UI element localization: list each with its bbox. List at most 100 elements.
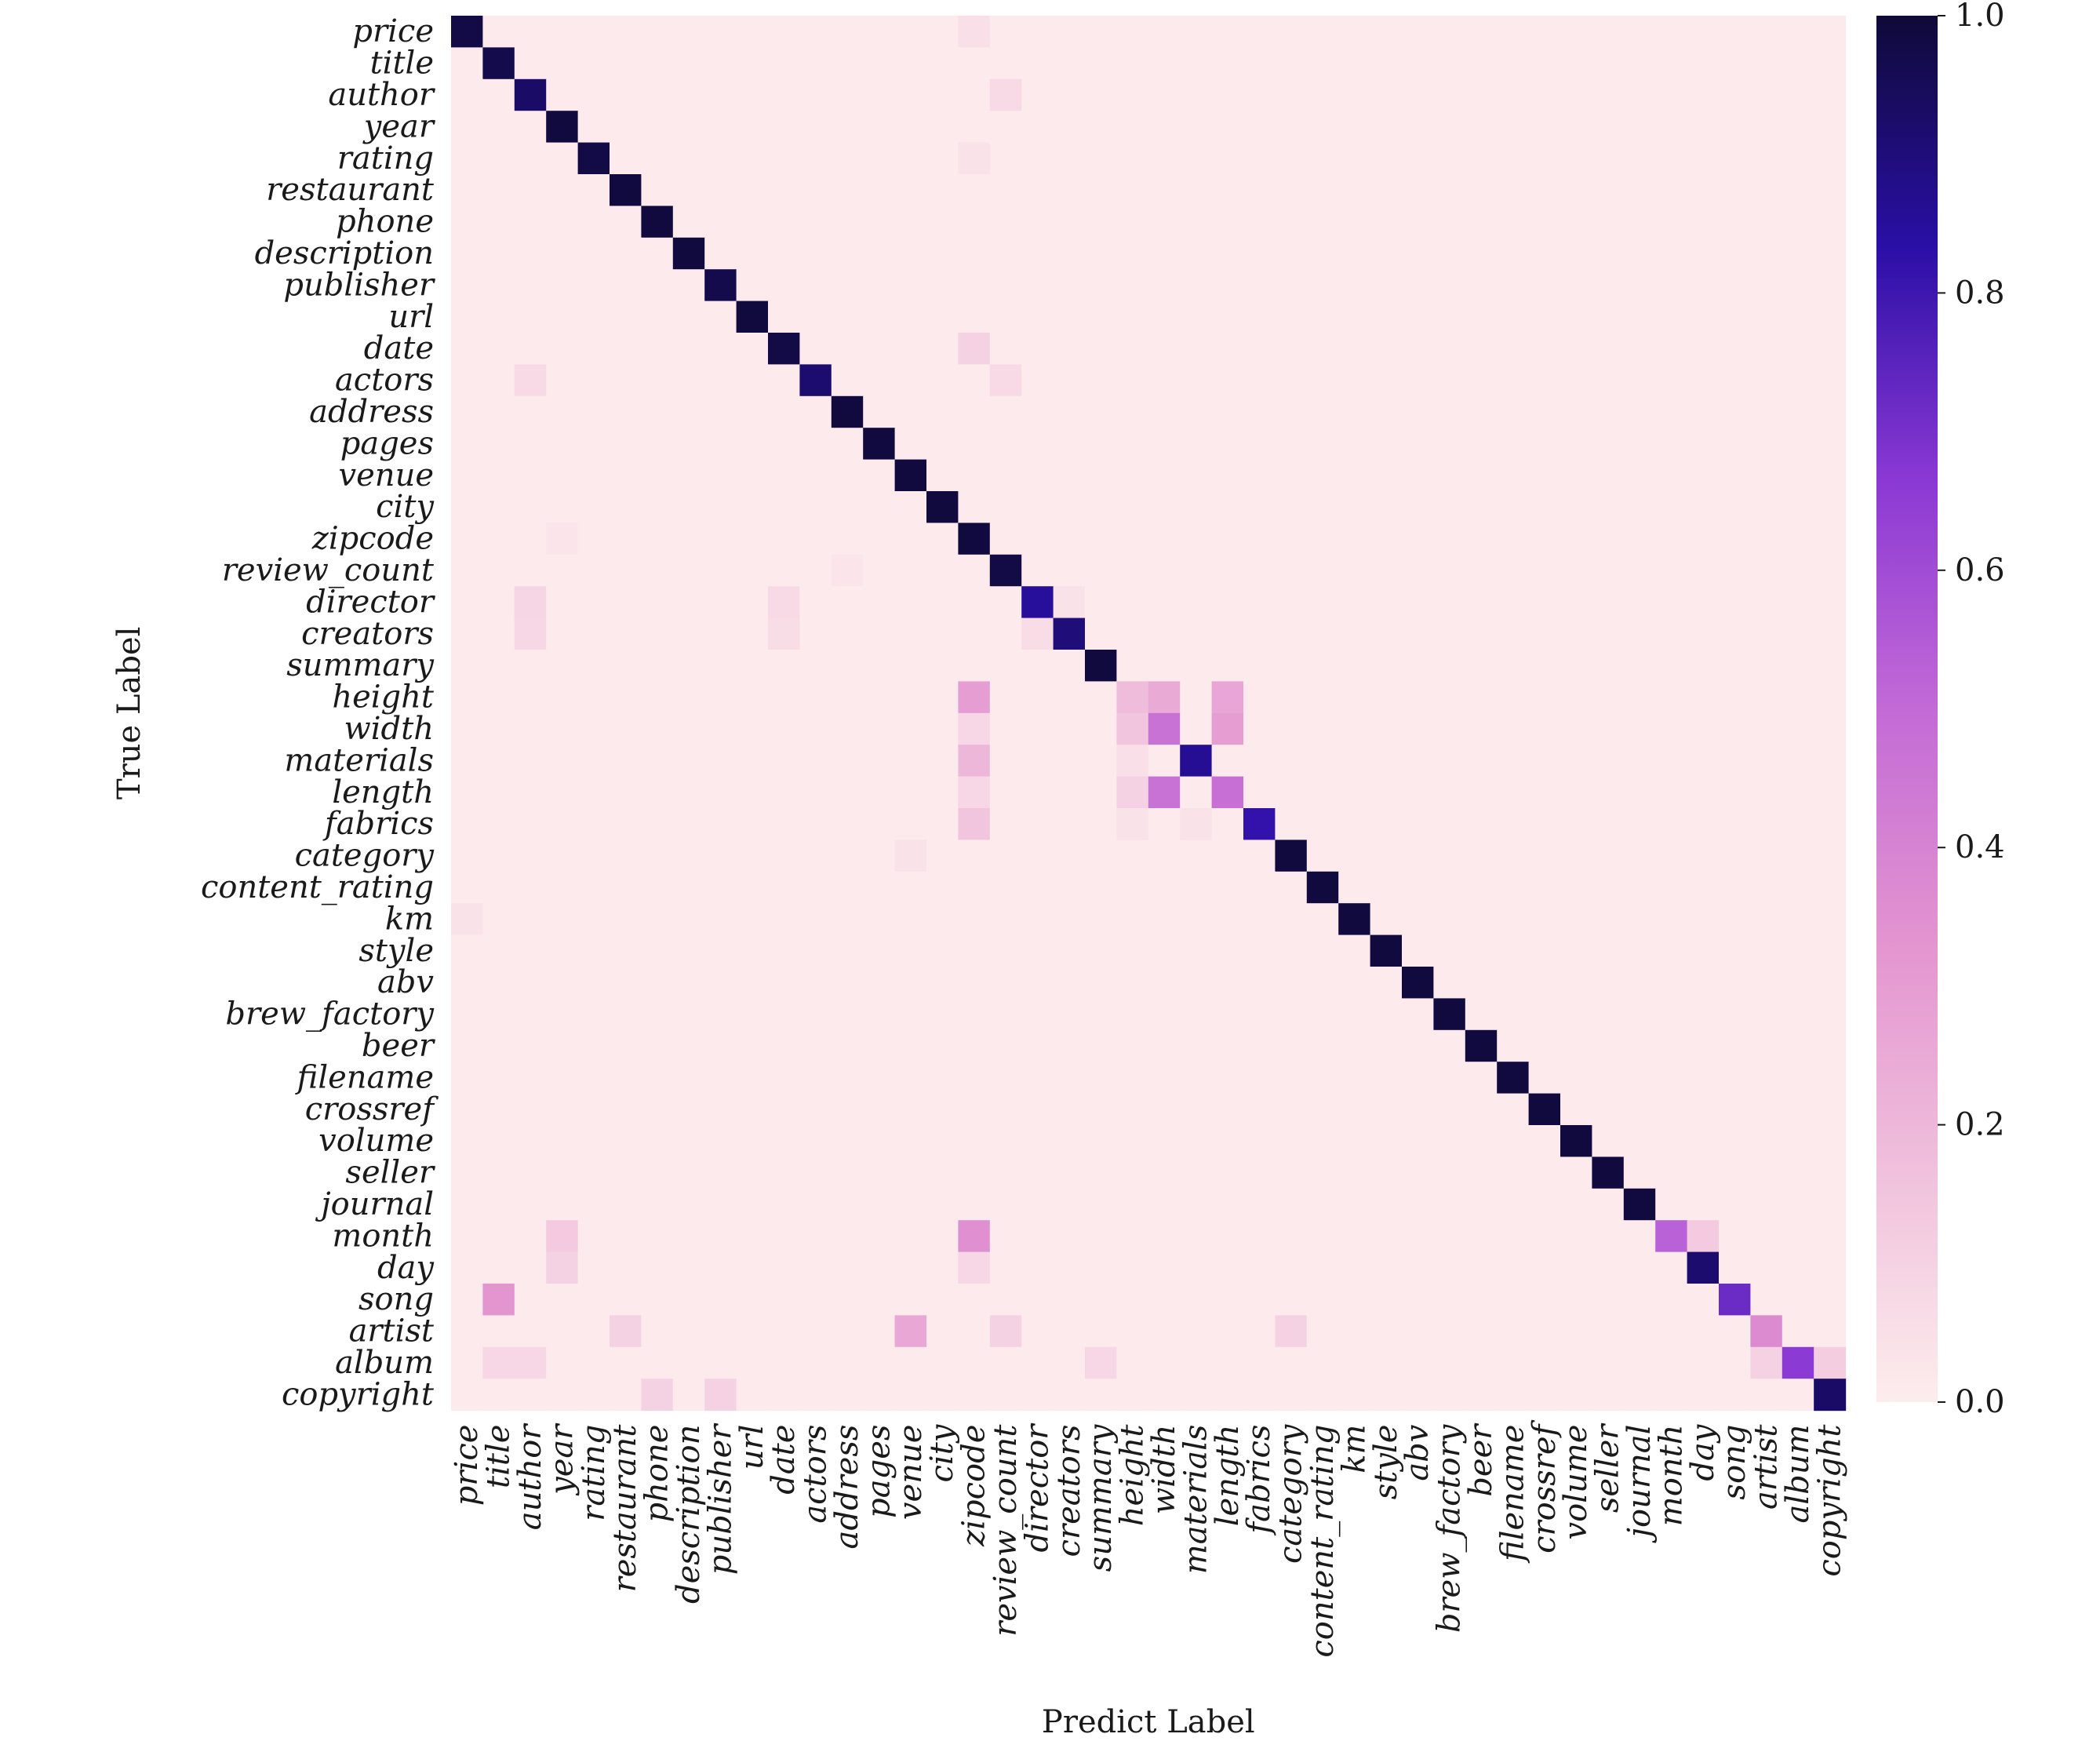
heatmap-cell-volume-brew_factory <box>1433 1125 1466 1157</box>
heatmap-cell-category-director <box>1021 840 1054 872</box>
heatmap-cell-pages-summary <box>1085 428 1117 461</box>
heatmap-cell-km-date <box>768 903 800 936</box>
heatmap-cell-length-song <box>1719 776 1751 809</box>
heatmap-cell-date-month <box>1655 333 1688 365</box>
heatmap-cell-venue-actors <box>799 459 832 492</box>
heatmap-cell-date-album <box>1782 333 1814 365</box>
heatmap-cell-copyright-rating <box>577 1379 610 1411</box>
heatmap-cell-description-publisher <box>704 237 737 270</box>
heatmap-cell-beer-song <box>1719 1029 1751 1062</box>
heatmap-cell-month-length <box>1211 1220 1244 1253</box>
heatmap-cell-materials-description <box>672 745 705 778</box>
heatmap-cell-phone-content_rating <box>1306 206 1339 239</box>
heatmap-cell-publisher-crossref <box>1528 269 1561 302</box>
heatmap-cell-date-rating <box>577 333 610 365</box>
heatmap-cell-abv-filename <box>1497 967 1530 999</box>
heatmap-cell-brew_factory-rating <box>577 998 610 1031</box>
heatmap-cell-abv-restaurant <box>610 967 642 999</box>
heatmap-cell-km-song <box>1719 903 1751 936</box>
heatmap-cell-fabrics-description <box>672 808 705 840</box>
heatmap-cell-title-year <box>546 47 579 80</box>
heatmap-cell-description-seller <box>1592 237 1625 270</box>
heatmap-cell-beer-date <box>768 1029 800 1062</box>
heatmap-cell-beer-volume <box>1560 1029 1592 1062</box>
heatmap-cell-publisher-date <box>768 269 800 302</box>
heatmap-cell-year-review_count <box>989 111 1022 144</box>
x-tick-label: address <box>829 1425 865 1550</box>
heatmap-cell-year-pages <box>863 111 896 144</box>
heatmap-cell-rating-rating <box>577 142 610 175</box>
x-tick-label: seller <box>1590 1422 1626 1513</box>
heatmap-cell-pages-crossref <box>1528 428 1561 461</box>
heatmap-cell-city-copyright <box>1814 491 1847 523</box>
heatmap-cell-content_rating-author <box>514 871 547 904</box>
heatmap-cell-crossref-seller <box>1592 1093 1625 1126</box>
heatmap-cell-description-rating <box>577 237 610 270</box>
heatmap-cell-price-address <box>831 16 864 48</box>
heatmap-cell-album-url <box>736 1346 769 1379</box>
heatmap-cell-category-city <box>926 840 959 872</box>
heatmap-cell-url-director <box>1021 300 1054 333</box>
heatmap-cell-height-volume <box>1560 681 1592 714</box>
heatmap-cell-seller-length <box>1211 1156 1244 1189</box>
heatmap-cell-address-artist <box>1750 395 1783 428</box>
heatmap-cell-venue-content_rating <box>1306 459 1339 492</box>
heatmap-cell-song-style <box>1370 1284 1403 1316</box>
heatmap-cell-content_rating-summary <box>1085 871 1117 904</box>
heatmap-cell-author-seller <box>1592 78 1625 111</box>
heatmap-cell-copyright-city <box>926 1379 959 1411</box>
heatmap-cell-brew_factory-fabrics <box>1243 998 1276 1031</box>
heatmap-cell-day-length <box>1211 1251 1244 1284</box>
heatmap-cell-style-title <box>482 934 515 967</box>
heatmap-cell-venue-summary <box>1085 459 1117 492</box>
heatmap-cell-date-publisher <box>704 333 737 365</box>
heatmap-cell-city-review_count <box>989 491 1022 523</box>
heatmap-cell-title-volume <box>1560 47 1592 80</box>
heatmap-cell-phone-author <box>514 206 547 239</box>
heatmap-cell-price-filename <box>1497 16 1530 48</box>
heatmap-cell-journal-publisher <box>704 1188 737 1221</box>
x-tick-label: phone <box>639 1425 675 1523</box>
heatmap-cell-zipcode-review_count <box>989 523 1022 555</box>
x-tick-label: filename <box>1494 1425 1530 1564</box>
heatmap-cell-director-venue <box>894 586 927 619</box>
heatmap-cell-address-album <box>1782 395 1814 428</box>
heatmap-cell-zipcode-style <box>1370 523 1403 555</box>
heatmap-cell-summary-pages <box>863 650 896 682</box>
heatmap-cell-pages-height <box>1116 428 1149 461</box>
heatmap-cell-review_count-year <box>546 554 579 587</box>
heatmap-cell-rating-date <box>768 142 800 175</box>
heatmap-cell-title-title <box>482 47 515 80</box>
heatmap-cell-album-width <box>1148 1346 1181 1379</box>
heatmap-cell-venue-width <box>1148 459 1181 492</box>
heatmap-cell-publisher-phone <box>641 269 674 302</box>
heatmap-cell-director-length <box>1211 586 1244 619</box>
heatmap-cell-actors-year <box>546 364 579 397</box>
heatmap-cell-city-url <box>736 491 769 523</box>
heatmap-cell-phone-day <box>1687 206 1720 239</box>
heatmap-cell-brew_factory-km <box>1338 998 1371 1031</box>
heatmap-cell-filename-zipcode <box>958 1062 991 1095</box>
heatmap-cell-filename-actors <box>799 1062 832 1095</box>
heatmap-cell-category-summary <box>1085 840 1117 872</box>
heatmap-cell-publisher-actors <box>799 269 832 302</box>
heatmap-cell-actors-restaurant <box>610 364 642 397</box>
heatmap-cell-author-song <box>1719 78 1751 111</box>
heatmap-cell-seller-content_rating <box>1306 1156 1339 1189</box>
heatmap-cell-content_rating-publisher <box>704 871 737 904</box>
heatmap-cell-pages-description <box>672 428 705 461</box>
heatmap-cell-filename-volume <box>1560 1062 1592 1095</box>
heatmap-cell-category-crossref <box>1528 840 1561 872</box>
heatmap-cell-director-phone <box>641 586 674 619</box>
heatmap-cell-category-beer <box>1465 840 1498 872</box>
heatmap-cell-restaurant-creators <box>1053 174 1086 206</box>
heatmap-cell-publisher-url <box>736 269 769 302</box>
heatmap-cell-style-city <box>926 934 959 967</box>
heatmap-cell-journal-restaurant <box>610 1188 642 1221</box>
heatmap-cell-actors-description <box>672 364 705 397</box>
heatmap-cell-director-style <box>1370 586 1403 619</box>
heatmap-cell-day-address <box>831 1251 864 1284</box>
heatmap-cell-artist-creators <box>1053 1315 1086 1348</box>
x-tick-label: artist <box>1749 1424 1785 1510</box>
heatmap-cell-crossref-description <box>672 1093 705 1126</box>
